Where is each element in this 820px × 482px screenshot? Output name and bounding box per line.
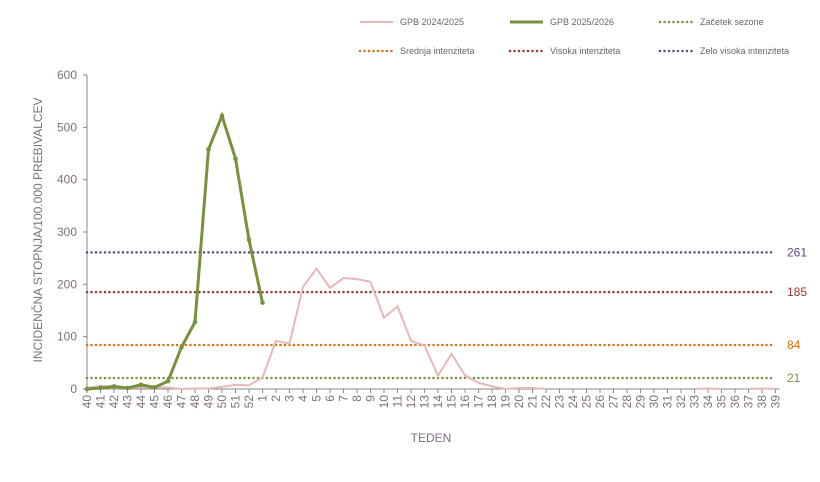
x-tick-label: 14 [431, 395, 445, 409]
x-tick-label: 45 [148, 395, 162, 409]
data-point [138, 382, 144, 388]
x-tick-label: 22 [539, 395, 553, 409]
x-tick-label: 20 [512, 395, 526, 409]
data-point [98, 385, 103, 391]
x-tick-label: 32 [674, 395, 688, 409]
x-tick-label: 43 [121, 395, 135, 409]
x-tick-label: 38 [755, 395, 769, 409]
x-tick-label: 6 [323, 395, 337, 402]
x-tick-label: 16 [458, 395, 472, 409]
data-point [219, 113, 225, 119]
threshold-label: 21 [787, 371, 801, 385]
x-tick-label: 28 [620, 395, 634, 409]
x-tick-label: 18 [485, 395, 499, 409]
data-point [246, 237, 252, 243]
x-tick-label: 8 [350, 395, 364, 402]
y-tick-label: 200 [57, 277, 77, 291]
data-point [179, 344, 184, 350]
y-tick-label: 600 [57, 68, 77, 82]
data-point [192, 319, 198, 325]
data-point [84, 386, 90, 392]
x-tick-label: 52 [242, 395, 256, 409]
data-point [206, 147, 211, 152]
x-tick-label: 23 [553, 395, 567, 409]
data-point [233, 156, 238, 162]
legend-label: GPB 2025/2026 [550, 17, 614, 27]
series-line [694, 387, 722, 390]
threshold-label: 185 [787, 285, 807, 299]
legend-label: Srednja intenziteta [400, 46, 475, 56]
x-tick-label: 25 [580, 395, 594, 409]
x-tick-label: 47 [175, 395, 189, 409]
data-point [165, 378, 171, 384]
x-tick-label: 9 [364, 395, 378, 402]
y-tick-label: 500 [57, 120, 77, 134]
x-tick-label: 5 [310, 395, 324, 402]
x-tick-label: 36 [728, 395, 742, 409]
x-tick-label: 35 [715, 395, 729, 409]
y-tick-label: 0 [70, 382, 77, 396]
threshold-label: 84 [787, 338, 801, 352]
data-point [260, 300, 265, 305]
x-tick-label: 49 [202, 395, 216, 409]
x-tick-label: 48 [188, 395, 202, 409]
x-tick-label: 51 [229, 395, 243, 409]
x-tick-label: 24 [566, 395, 580, 409]
x-tick-label: 10 [377, 395, 391, 409]
x-tick-label: 1 [256, 395, 270, 402]
x-tick-label: 13 [418, 395, 432, 409]
x-tick-label: 15 [445, 395, 459, 409]
legend-label: GPB 2024/2025 [400, 17, 464, 27]
x-tick-label: 44 [134, 395, 148, 409]
x-tick-label: 41 [94, 395, 108, 409]
x-tick-label: 17 [472, 395, 486, 409]
x-tick-label: 39 [769, 395, 783, 409]
x-tick-label: 42 [107, 395, 121, 409]
x-tick-label: 4 [296, 395, 310, 402]
y-axis-label: INCIDENČNA STOPNJA/100.000 PREBIVALCEV [30, 98, 45, 363]
x-tick-label: 7 [337, 395, 351, 402]
x-axis-label: TEDEN [411, 431, 452, 445]
x-tick-label: 33 [688, 395, 702, 409]
x-tick-label: 27 [607, 395, 621, 409]
x-tick-label: 2 [269, 395, 283, 402]
x-tick-label: 26 [593, 395, 607, 409]
x-tick-label: 19 [499, 395, 513, 409]
x-tick-label: 3 [283, 395, 297, 402]
x-tick-label: 34 [701, 395, 715, 409]
x-tick-label: 11 [391, 395, 405, 408]
data-point [152, 385, 157, 390]
x-tick-label: 40 [80, 395, 94, 409]
y-tick-label: 100 [57, 330, 77, 344]
x-tick-label: 29 [634, 395, 648, 409]
threshold-label: 261 [787, 245, 807, 259]
legend-label: Visoka intenziteta [550, 46, 620, 56]
x-tick-label: 21 [526, 395, 540, 409]
series-line [86, 266, 547, 391]
x-tick-label: 30 [647, 395, 661, 409]
data-point [111, 384, 117, 389]
data-point [125, 385, 130, 391]
legend-label: Zelo visoka intenziteta [700, 46, 789, 56]
legend: GPB 2024/2025 GPB 2025/2026 Začetek sezone… [358, 17, 789, 56]
series-line [748, 387, 776, 390]
x-tick-label: 50 [215, 395, 229, 409]
x-tick-label: 31 [661, 395, 675, 409]
x-tick-label: 46 [161, 395, 175, 409]
y-tick-label: 400 [57, 173, 77, 187]
y-tick-label: 300 [57, 225, 77, 239]
legend-label: Začetek sezone [700, 17, 764, 27]
x-tick-label: 12 [404, 395, 418, 409]
x-tick-label: 37 [742, 395, 756, 409]
